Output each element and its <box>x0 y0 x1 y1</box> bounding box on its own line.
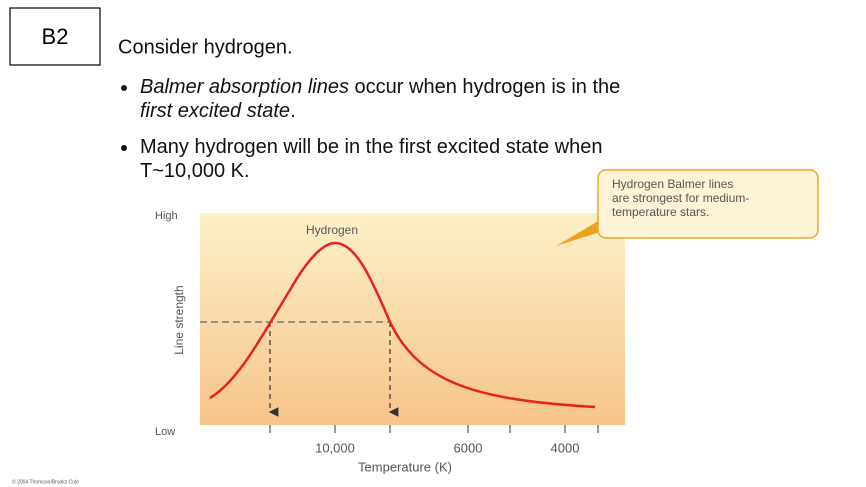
bullet-line: T~10,000 K. <box>140 160 250 182</box>
curve <box>209 241 596 409</box>
x-tick-labels: 10,000 6000 4000 <box>315 440 579 455</box>
callout-line: are strongest for medium- <box>612 191 749 205</box>
callout-box <box>597 169 819 239</box>
text-run: . <box>290 100 296 122</box>
plot-area <box>200 213 625 425</box>
y-high: High <box>155 210 178 222</box>
bullets: Balmer absorption lines occur when hydro… <box>121 76 620 182</box>
text-run: occur when hydrogen is in the <box>349 76 620 98</box>
credit: © 2004 Thomson/Brooks Cole <box>12 478 79 485</box>
x-tick-label: 6000 <box>454 440 483 455</box>
x-ticks <box>269 425 599 433</box>
curve-label: Hydrogen <box>306 223 358 237</box>
bullet-dot <box>121 145 127 151</box>
title: Consider hydrogen. <box>118 36 293 58</box>
callout-pointer <box>556 214 610 246</box>
text-run: Many hydrogen will be in the first excit… <box>140 136 602 158</box>
text-run: first excited state <box>140 100 290 122</box>
y-low: Low <box>155 426 175 438</box>
bullet-line: Balmer absorption lines occur when hydro… <box>140 76 620 98</box>
bullet-line: Many hydrogen will be in the first excit… <box>140 136 602 158</box>
x-tick-label: 4000 <box>551 440 580 455</box>
slide-label: B2 <box>42 24 69 49</box>
callout-line: Hydrogen Balmer lines <box>612 177 733 191</box>
bullet-line: first excited state. <box>140 100 296 122</box>
bullet-dot <box>121 85 127 91</box>
text-run: Balmer absorption lines <box>140 76 349 98</box>
callout-line: temperature stars. <box>612 205 709 219</box>
x-tick-label: 10,000 <box>315 440 355 455</box>
text-run: T~10,000 K. <box>140 160 250 182</box>
x-label: Temperature (K) <box>358 459 452 474</box>
label-box <box>9 7 101 66</box>
y-label: Line strength <box>172 285 186 354</box>
